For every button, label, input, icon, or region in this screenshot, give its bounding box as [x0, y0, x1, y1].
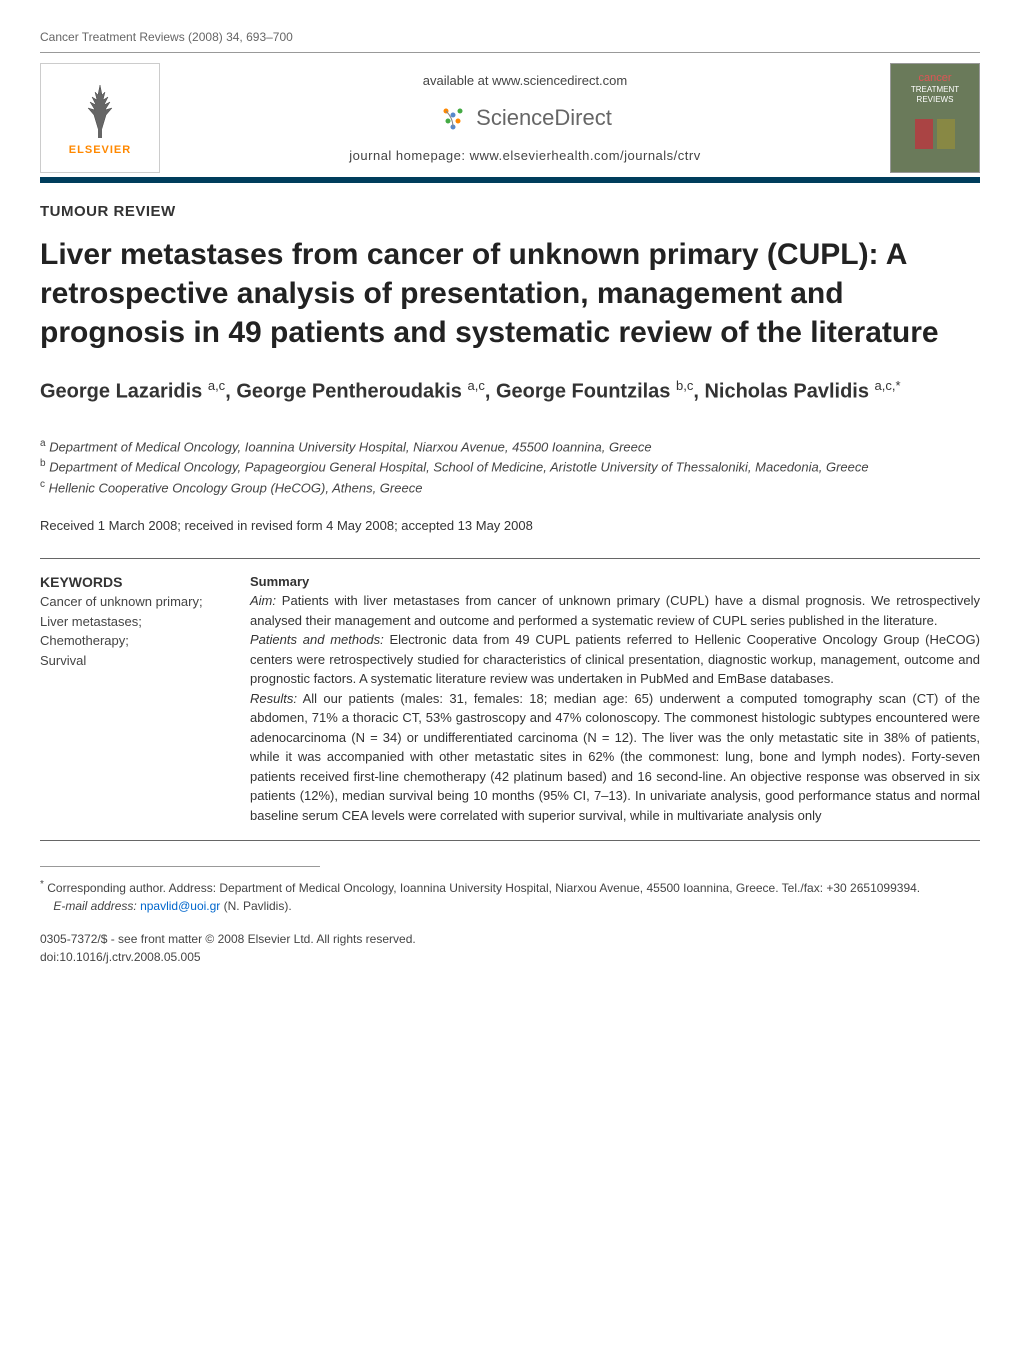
affiliation-c-text: Hellenic Cooperative Oncology Group (HeC…: [49, 481, 423, 496]
cover-image-icon: [910, 114, 960, 154]
doi: doi:10.1016/j.ctrv.2008.05.005: [40, 948, 980, 966]
affiliations: a Department of Medical Oncology, Ioanni…: [40, 436, 980, 498]
author-3-aff: b,c: [676, 378, 693, 393]
author-2: George Pentheroudakis: [236, 381, 462, 403]
author-4: Nicholas Pavlidis: [704, 381, 869, 403]
affiliation-b-text: Department of Medical Oncology, Papageor…: [49, 460, 868, 475]
affiliation-b: b Department of Medical Oncology, Papage…: [40, 456, 980, 477]
elsevier-label: ELSEVIER: [69, 144, 131, 156]
results-text: All our patients (males: 31, females: 18…: [250, 691, 980, 823]
affiliation-c: c Hellenic Cooperative Oncology Group (H…: [40, 477, 980, 498]
sciencedirect-logo: ScienceDirect: [438, 103, 612, 133]
author-3: George Fountzilas: [496, 381, 670, 403]
summary-text: Aim: Patients with liver metastases from…: [250, 591, 980, 825]
footer-separator: [40, 866, 320, 867]
received-dates: Received 1 March 2008; received in revis…: [40, 518, 980, 533]
summary-title: Summary: [250, 574, 980, 589]
affiliation-a-text: Department of Medical Oncology, Ioannina…: [49, 439, 651, 454]
corresponding-author: * Corresponding author. Address: Departm…: [40, 877, 980, 915]
email-author: (N. Pavlidis).: [224, 899, 292, 913]
available-at: available at www.sciencedirect.com: [423, 73, 627, 88]
author-4-aff: a,c,*: [875, 378, 901, 393]
cover-title-line2: TREATMENT: [911, 85, 959, 95]
elsevier-tree-icon: [70, 80, 130, 140]
authors: George Lazaridis a,c, George Pentherouda…: [40, 377, 980, 406]
abstract-box: KEYWORDS Cancer of unknown primary; Live…: [40, 558, 980, 841]
summary-column: Summary Aim: Patients with liver metasta…: [250, 574, 980, 825]
aim-label: Aim:: [250, 593, 276, 608]
email-link[interactable]: npavlid@uoi.gr: [140, 899, 220, 913]
sciencedirect-icon: [438, 103, 468, 133]
cover-title-line3: REVIEWS: [917, 95, 954, 105]
email-label: E-mail address:: [53, 899, 136, 913]
section-label: TUMOUR REVIEW: [40, 203, 980, 220]
sciencedirect-text: ScienceDirect: [476, 105, 612, 131]
banner-row: ELSEVIER available at www.sciencedirect.…: [40, 63, 980, 173]
keywords-column: KEYWORDS Cancer of unknown primary; Live…: [40, 574, 220, 825]
corresponding-text: Corresponding author. Address: Departmen…: [47, 881, 920, 895]
journal-cover-thumb: cancer TREATMENT REVIEWS: [890, 63, 980, 173]
banner-bar: [40, 177, 980, 183]
keywords-list: Cancer of unknown primary; Liver metasta…: [40, 592, 220, 670]
banner-center: available at www.sciencedirect.com Scien…: [160, 63, 890, 173]
author-2-aff: a,c: [468, 378, 485, 393]
author-1: George Lazaridis: [40, 381, 202, 403]
author-1-aff: a,c: [208, 378, 225, 393]
cover-title-line1: cancer: [918, 72, 951, 85]
journal-homepage: journal homepage: www.elsevierhealth.com…: [349, 148, 700, 163]
copyright: 0305-7372/$ - see front matter © 2008 El…: [40, 930, 980, 966]
elsevier-logo: ELSEVIER: [40, 63, 160, 173]
aim-text: Patients with liver metastases from canc…: [250, 593, 980, 628]
article-title: Liver metastases from cancer of unknown …: [40, 235, 980, 352]
methods-label: Patients and methods:: [250, 632, 384, 647]
keywords-title: KEYWORDS: [40, 574, 220, 590]
results-label: Results:: [250, 691, 297, 706]
citation: Cancer Treatment Reviews (2008) 34, 693–…: [40, 30, 980, 44]
affiliation-a: a Department of Medical Oncology, Ioanni…: [40, 436, 980, 457]
copyright-text: 0305-7372/$ - see front matter © 2008 El…: [40, 930, 980, 948]
journal-banner: ELSEVIER available at www.sciencedirect.…: [40, 52, 980, 183]
